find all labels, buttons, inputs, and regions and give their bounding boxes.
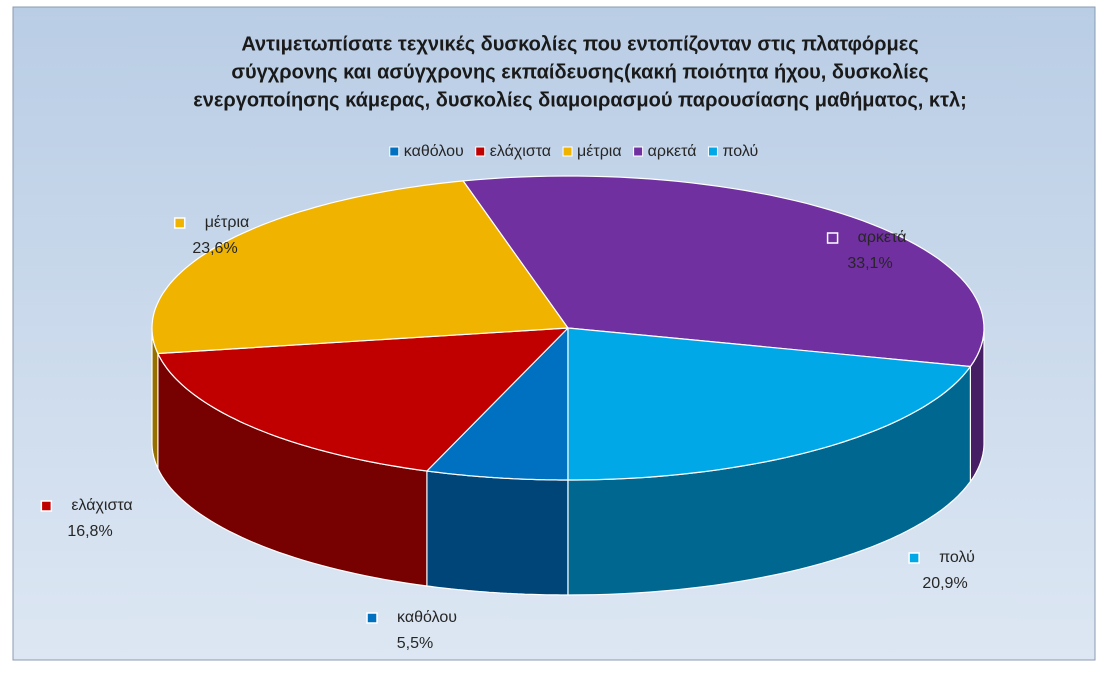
data-label-marker — [173, 217, 186, 229]
pie-sides — [151, 328, 985, 596]
legend-swatch — [475, 146, 486, 157]
legend-label: ελάχιστα — [490, 143, 551, 160]
legend-label: μέτρια — [577, 143, 622, 160]
legend-swatch — [633, 146, 644, 157]
pie-slice — [462, 175, 985, 368]
legend-label: αρκετά — [648, 143, 697, 160]
data-label-value: 16,8% — [67, 523, 112, 540]
chart-title: Αντιμετωπίσατε τεχνικές δυσκολίες που εν… — [241, 33, 918, 55]
data-label-marker — [826, 232, 839, 244]
data-label-value: 5,5% — [397, 635, 433, 652]
data-label-marker — [40, 500, 53, 512]
data-label-marker — [908, 552, 920, 564]
pie-slice — [151, 180, 570, 355]
data-label-category: πολύ — [939, 549, 975, 566]
data-label-category: ελάχιστα — [71, 497, 132, 514]
data-label-category: καθόλου — [397, 609, 457, 626]
data-label-value: 20,9% — [922, 575, 967, 592]
data-label-value: 23,6% — [192, 240, 237, 257]
data-label-category: αρκετά — [858, 229, 907, 246]
data-label-value: 33,1% — [847, 255, 892, 272]
pie-slice — [567, 327, 972, 481]
chart-title: σύγχρονης και ασύγχρονης εκπαίδευσης(κακ… — [231, 61, 928, 83]
data-label-category: μέτρια — [205, 214, 250, 231]
legend-swatch — [389, 146, 400, 157]
data-label-marker — [366, 612, 378, 624]
legend-swatch — [562, 146, 573, 157]
pie-tops — [151, 175, 985, 481]
legend-label: καθόλου — [404, 143, 464, 160]
legend-label: πολύ — [722, 143, 758, 160]
pie-slice — [425, 326, 569, 481]
pie-slice — [156, 327, 570, 472]
pie-side — [426, 470, 569, 596]
chart-title: ενεργοποίησης κάμερας, δυσκολίες διαμοιρ… — [193, 89, 967, 111]
legend-swatch — [707, 146, 718, 157]
